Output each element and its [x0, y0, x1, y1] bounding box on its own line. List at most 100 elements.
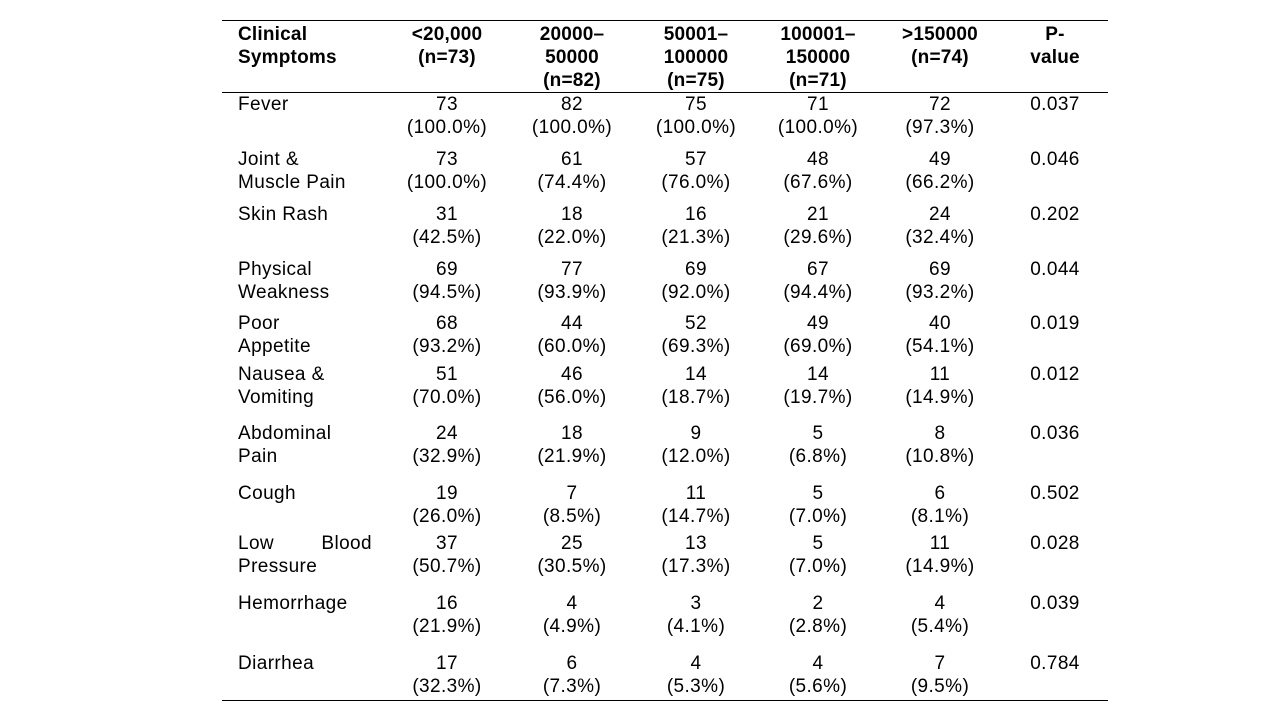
- header-line: 50001–: [663, 24, 729, 45]
- value-cell: 31 (42.5%): [397, 203, 497, 249]
- count-value: 49: [807, 313, 829, 334]
- percent-value: (54.1%): [905, 336, 975, 357]
- table-row: Abdominal Pain 24 (32.9%) 18 (21.9%) 9 (12.0%) 5…: [222, 422, 1108, 472]
- symptom-label: Vomiting: [238, 387, 315, 408]
- header-line: (n=82): [543, 70, 601, 91]
- percent-value: (97.3%): [905, 117, 975, 138]
- value-cell: 37 (50.7%): [397, 532, 497, 578]
- count-value: 73: [436, 94, 458, 115]
- percent-value: (7.0%): [788, 506, 848, 527]
- symptom-cell: Hemorrhage: [238, 592, 388, 615]
- percent-value: (60.0%): [537, 336, 607, 357]
- header-line: Symptoms: [238, 47, 337, 68]
- percent-value: (2.8%): [788, 616, 848, 637]
- value-cell: 77 (93.9%): [522, 258, 622, 304]
- symptom-label: Diarrhea: [238, 653, 315, 674]
- percent-value: (94.5%): [412, 282, 482, 303]
- table-row: Poor Appetite 68 (93.2%) 44 (60.0%) 52 (69.3%) 4…: [222, 312, 1108, 362]
- value-cell: 9 (12.0%): [646, 422, 746, 468]
- value-cell: 48 (67.6%): [768, 148, 868, 194]
- count-value: 73: [436, 149, 458, 170]
- value-cell: 69 (92.0%): [646, 258, 746, 304]
- percent-value: (69.3%): [661, 336, 731, 357]
- clinical-symptoms-table: Clinical Symptoms <20,000 (n=73) 20000– …: [222, 20, 1108, 701]
- count-value: 51: [436, 364, 458, 385]
- count-value: 19: [436, 483, 458, 504]
- p-value: 0.037: [1030, 94, 1080, 115]
- header-line: 100000: [663, 47, 729, 68]
- p-value-cell: 0.044: [1012, 258, 1098, 281]
- p-value-cell: 0.784: [1012, 652, 1098, 675]
- percent-value: (21.9%): [412, 616, 482, 637]
- value-cell: 68 (93.2%): [397, 312, 497, 358]
- count-value: 7: [566, 483, 578, 504]
- value-cell: 52 (69.3%): [646, 312, 746, 358]
- percent-value: (14.9%): [905, 556, 975, 577]
- count-value: 4: [690, 653, 702, 674]
- percent-value: (14.9%): [905, 387, 975, 408]
- table-row: Nausea & Vomiting 51 (70.0%) 46 (56.0%) 14 (18.…: [222, 363, 1108, 413]
- percent-value: (18.7%): [661, 387, 731, 408]
- header-line: value: [1030, 47, 1080, 68]
- p-value: 0.046: [1030, 149, 1080, 170]
- header-line: >150000: [902, 24, 978, 45]
- symptom-label: Hemorrhage: [238, 593, 348, 614]
- value-cell: 7 (8.5%): [522, 482, 622, 528]
- table-row: Skin Rash 31 (42.5%) 18 (22.0%) 16 (21.3%) 21 (2…: [222, 203, 1108, 253]
- percent-value: (6.8%): [788, 446, 848, 467]
- count-value: 69: [436, 259, 458, 280]
- count-value: 46: [561, 364, 583, 385]
- header-line: 20000–: [539, 24, 605, 45]
- count-value: 11: [929, 533, 951, 554]
- count-value: 17: [436, 653, 458, 674]
- count-value: 24: [929, 204, 951, 225]
- percent-value: (14.7%): [661, 506, 731, 527]
- percent-value: (30.5%): [537, 556, 607, 577]
- percent-value: (29.6%): [783, 227, 853, 248]
- value-cell: 18 (21.9%): [522, 422, 622, 468]
- value-cell: 61 (74.4%): [522, 148, 622, 194]
- symptom-label: Poor: [238, 313, 280, 334]
- percent-value: (8.5%): [542, 506, 602, 527]
- value-cell: 44 (60.0%): [522, 312, 622, 358]
- percent-value: (93.2%): [905, 282, 975, 303]
- value-cell: 14 (18.7%): [646, 363, 746, 409]
- count-value: 5: [812, 533, 824, 554]
- percent-value: (100.0%): [406, 172, 488, 193]
- value-cell: 72 (97.3%): [890, 93, 990, 139]
- header-100001-150000: 100001– 150000 (n=71): [768, 23, 868, 92]
- p-value-cell: 0.039: [1012, 592, 1098, 615]
- percent-value: (4.9%): [542, 616, 602, 637]
- symptom-cell: Abdominal Pain: [238, 422, 388, 468]
- count-value: 16: [685, 204, 707, 225]
- header-line: 100001–: [780, 24, 856, 45]
- percent-value: (32.4%): [905, 227, 975, 248]
- count-value: 4: [566, 593, 578, 614]
- percent-value: (94.4%): [783, 282, 853, 303]
- value-cell: 4 (5.6%): [768, 652, 868, 698]
- percent-value: (76.0%): [661, 172, 731, 193]
- count-value: 82: [561, 94, 583, 115]
- value-cell: 4 (5.4%): [890, 592, 990, 638]
- percent-value: (42.5%): [412, 227, 482, 248]
- value-cell: 7 (9.5%): [890, 652, 990, 698]
- count-value: 2: [812, 593, 824, 614]
- percent-value: (56.0%): [537, 387, 607, 408]
- value-cell: 51 (70.0%): [397, 363, 497, 409]
- count-value: 25: [561, 533, 583, 554]
- value-cell: 82 (100.0%): [522, 93, 622, 139]
- count-value: 8: [934, 423, 946, 444]
- symptom-label: Weakness: [238, 282, 330, 303]
- count-value: 31: [436, 204, 458, 225]
- count-value: 71: [807, 94, 829, 115]
- value-cell: 18 (22.0%): [522, 203, 622, 249]
- symptom-label: Cough: [238, 483, 296, 504]
- count-value: 5: [812, 423, 824, 444]
- header-line: (n=75): [667, 70, 725, 91]
- percent-value: (69.0%): [783, 336, 853, 357]
- value-cell: 24 (32.4%): [890, 203, 990, 249]
- header-over-150000: >150000 (n=74): [890, 23, 990, 69]
- count-value: 24: [436, 423, 458, 444]
- value-cell: 75 (100.0%): [646, 93, 746, 139]
- p-value: 0.502: [1030, 483, 1080, 504]
